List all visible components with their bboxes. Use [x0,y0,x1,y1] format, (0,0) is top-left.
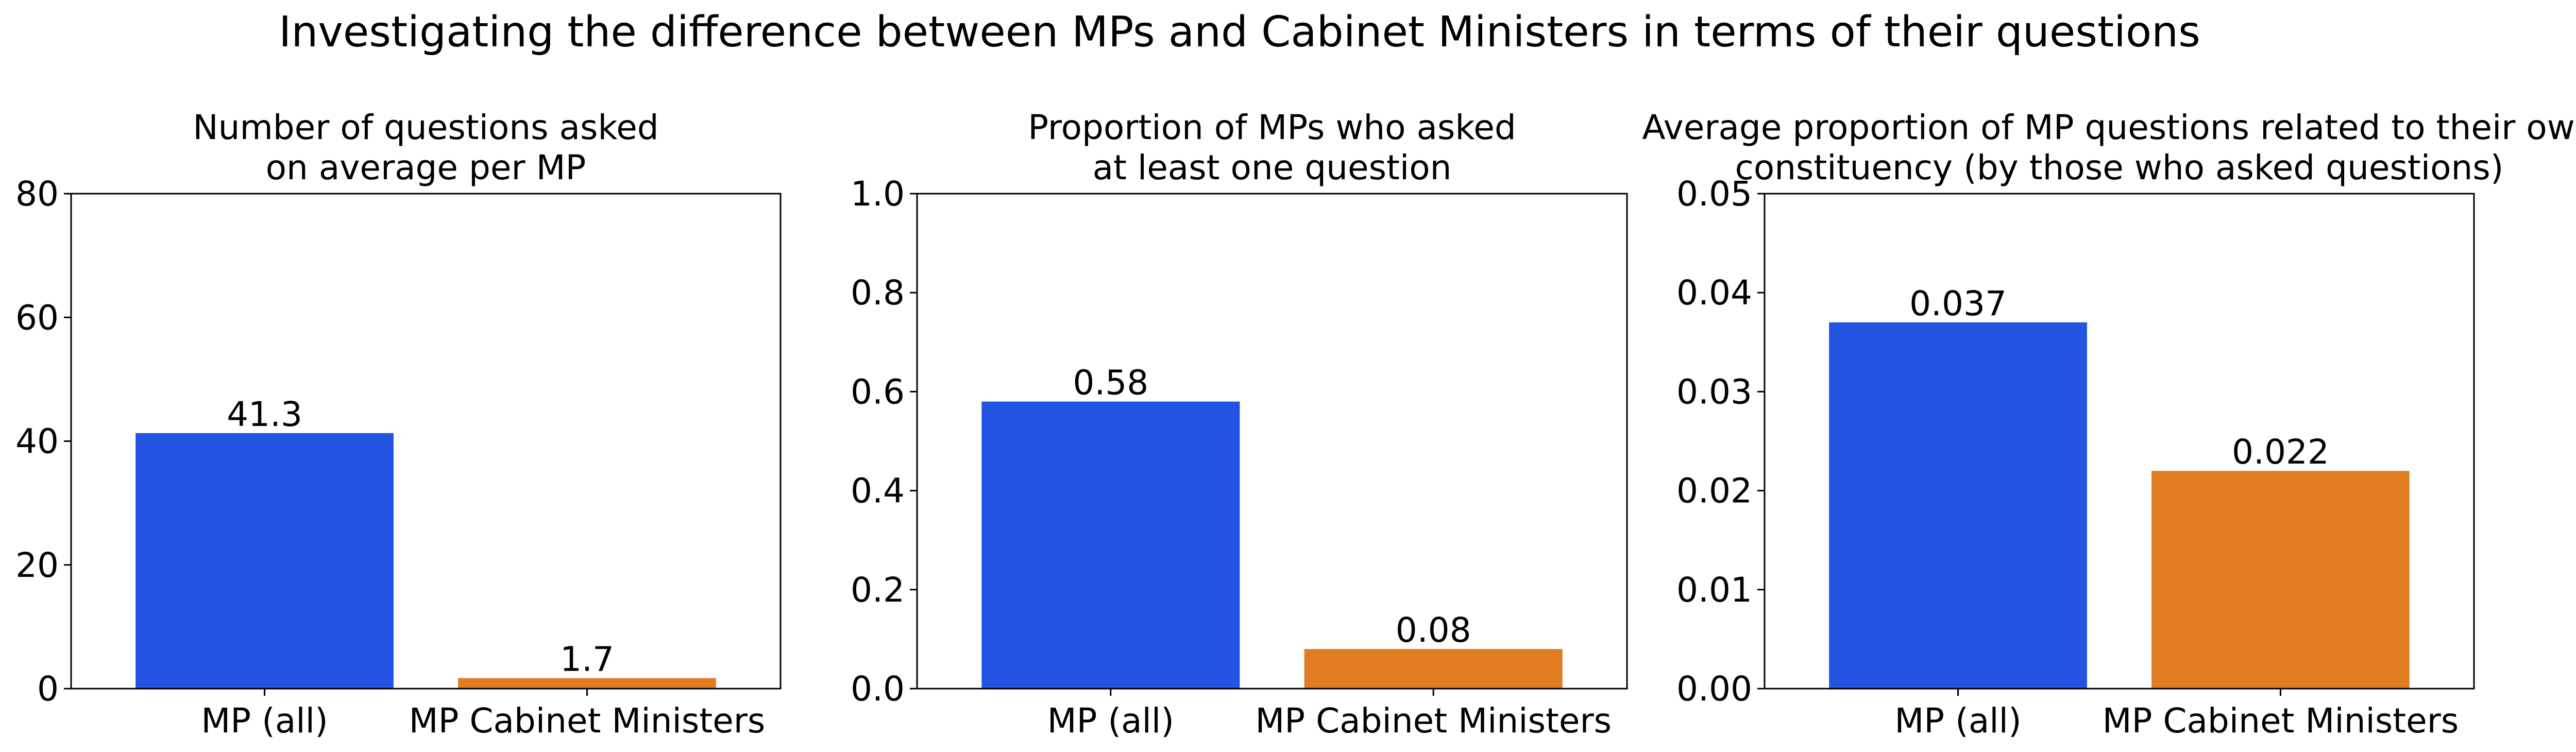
y-tick-label: 0 [37,669,59,709]
y-tick-label: 80 [15,174,59,214]
bar-1 [135,433,394,689]
bar-2 [2151,471,2410,689]
y-tick-label: 0.4 [851,471,905,511]
axes-frame [70,193,782,690]
x-tick-label: MP Cabinet Ministers [409,701,766,741]
x-tick-label: MP Cabinet Ministers [2103,701,2459,741]
bar-value-label: 0.037 [1909,284,2007,323]
y-tick-label: 0.03 [1676,372,1752,412]
y-tick-label: 1.0 [851,174,905,214]
y-tick-label: 20 [15,545,59,585]
y-tick-label: 0.2 [851,570,905,610]
y-tick-label: 0.8 [851,273,905,313]
panel-title: Proportion of MPs who asked at least one … [1028,108,1516,187]
bar-value-label: 0.022 [2232,432,2329,472]
y-tick-label: 60 [15,298,59,337]
axes-frame [1764,193,2475,690]
y-tick-label: 0.0 [851,669,905,709]
bar-value-label: 0.08 [1396,610,1471,650]
bar-1 [981,401,1240,689]
x-tick-label: MP (all) [1894,701,2021,741]
figure-suptitle: Investigating the difference between MPs… [279,8,2200,57]
bar-value-label: 0.58 [1073,363,1148,403]
panel-title: Number of questions asked on average per … [193,108,658,187]
bar-value-label: 41.3 [227,395,302,434]
bar-2 [1304,649,1563,689]
chart-panel-2: Proportion of MPs who asked at least one … [851,108,1628,741]
y-tick-label: 0.05 [1676,174,1752,214]
x-tick-label: MP (all) [1047,701,1174,741]
bar-value-label: 1.7 [560,640,614,679]
chart-panel-1: Number of questions asked on average per … [15,108,782,741]
y-tick-label: 0.02 [1676,471,1752,511]
panel-title: Average proportion of MP questions relat… [1642,108,2576,187]
y-tick-label: 0.6 [851,372,905,412]
x-tick-label: MP Cabinet Ministers [1255,701,1612,741]
y-tick-label: 0.04 [1676,273,1752,313]
y-tick-label: 40 [15,422,59,462]
y-tick-label: 0.00 [1676,669,1752,709]
chart-panels: Number of questions asked on average per … [15,108,2576,741]
chart-panel-3: Average proportion of MP questions relat… [1642,108,2576,741]
bar-1 [1829,322,2087,689]
x-tick-label: MP (all) [201,701,328,741]
axes-frame [916,193,1628,690]
y-tick-label: 0.01 [1676,570,1752,610]
bar-2 [458,678,716,689]
